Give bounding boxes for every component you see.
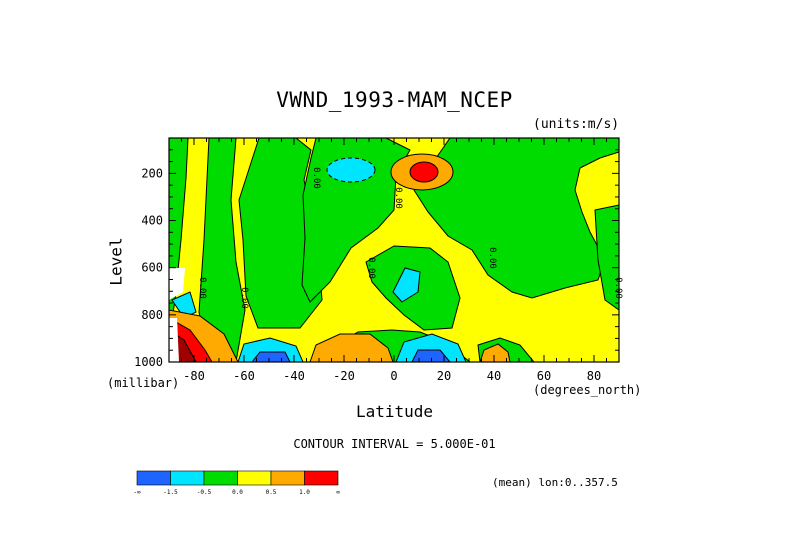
- colorbar-label: 1.0: [299, 489, 310, 496]
- colorbar-label: 0.5: [266, 489, 277, 496]
- contour-label: 0.00: [366, 257, 376, 279]
- region-white-b: [169, 318, 179, 362]
- colorbar-swatch: [237, 470, 272, 486]
- contour-label: 0.00: [393, 187, 403, 209]
- region-green-a: [238, 138, 323, 329]
- x-tick-label: 60: [537, 369, 551, 383]
- region-orange-bottom-c: [309, 333, 394, 362]
- x-tick-label: -40: [283, 369, 305, 383]
- region-cyan-mid: [392, 267, 421, 303]
- region-green-south: [198, 138, 246, 362]
- contour-label: 0.00: [487, 247, 497, 269]
- y-tick-label: 800: [141, 308, 163, 322]
- y-axis-unit: (millibar): [107, 376, 180, 390]
- colorbar-label: -1.5: [163, 489, 178, 496]
- colorbar-swatch: [304, 470, 339, 486]
- x-tick-label: 80: [587, 369, 601, 383]
- region-blue-bottom-w: [251, 351, 291, 362]
- x-tick-label: 20: [437, 369, 451, 383]
- y-axis-label: Level: [106, 237, 126, 286]
- region-green-east: [594, 204, 619, 311]
- colorbar-swatch: [136, 470, 171, 486]
- region-blue-bottom-e: [411, 349, 451, 362]
- x-tick-label: 0: [390, 369, 397, 383]
- x-tick-label: -20: [333, 369, 355, 383]
- y-tick-label: 1000: [134, 355, 163, 369]
- region-cyan-bottom-e: [395, 333, 467, 362]
- x-axis-label: Latitude: [355, 402, 434, 421]
- region-green-d: [413, 138, 619, 299]
- colorbar-swatch: [170, 470, 205, 486]
- mean-longitude-text: (mean) lon:0..357.5: [492, 476, 618, 489]
- contour-interval-text: CONTOUR INTERVAL = 5.000E-01: [293, 437, 496, 451]
- y-tick-label: 200: [141, 166, 163, 180]
- x-tick-label: -80: [183, 369, 205, 383]
- x-tick-label: -60: [233, 369, 255, 383]
- y-tick-label: 600: [141, 261, 163, 275]
- colorbar-swatch: [203, 470, 238, 486]
- region-orange-bottom-e: [479, 343, 511, 362]
- region-cyan-upper: [326, 157, 376, 183]
- y-tick-label: 400: [141, 214, 163, 228]
- colorbar-label: 0.0: [232, 489, 243, 496]
- contour-label: 0.00: [197, 277, 207, 299]
- units-label: (units:m/s): [533, 117, 620, 132]
- region-green-b: [301, 138, 411, 303]
- contour-label: 0.00: [613, 277, 623, 299]
- contour-label: 0.00: [311, 167, 321, 189]
- colorbar-label: ∞: [336, 489, 340, 496]
- colorbar-label: -∞: [133, 489, 141, 496]
- contour-field: [169, 138, 619, 362]
- x-tick-label: 40: [487, 369, 501, 383]
- region-white-a: [169, 268, 185, 300]
- colorbar-label: -0.5: [197, 489, 212, 496]
- contour-label: 0.00: [239, 287, 249, 309]
- region-red-upper: [409, 161, 439, 183]
- chart-title: VWND_1993-MAM_NCEP: [276, 88, 513, 112]
- colorbar-swatch: [270, 470, 305, 486]
- x-axis-unit: (degrees_north): [533, 383, 642, 397]
